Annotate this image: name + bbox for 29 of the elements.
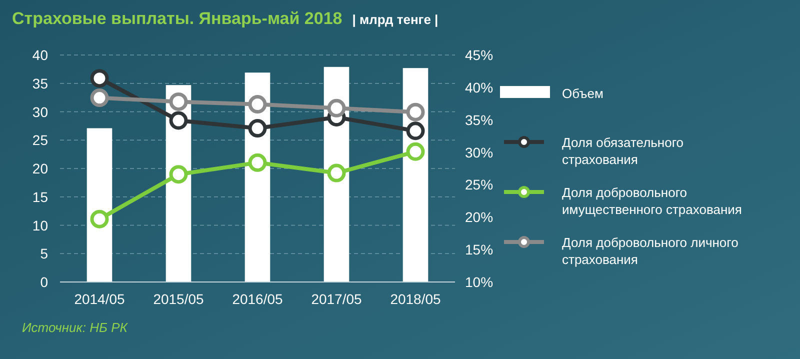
legend-label: Доля добровольного имущественного страхования xyxy=(562,185,742,217)
chart-subtitle: | млрд тенге | xyxy=(352,12,438,27)
text: Источник: НБ РК xyxy=(22,320,129,335)
y-tick-label: 15 xyxy=(32,188,48,205)
x-tick-label: 2014/05 xyxy=(74,291,126,307)
y-tick-label: 35 xyxy=(32,75,48,92)
y2-tick-label: 10% xyxy=(465,274,494,290)
y-tick-label: 40 xyxy=(32,47,48,63)
y-tick-label: 25 xyxy=(32,132,48,148)
y2-tick-label: 30% xyxy=(465,144,494,160)
x-tick-label: 2015/05 xyxy=(153,291,204,307)
y2-tick-label: 25% xyxy=(465,176,494,193)
chart-title: Страховые выплаты. Январь-май 2018 xyxy=(12,9,342,28)
x-tick-label: 2016/05 xyxy=(232,291,284,307)
y-tick-label: 0 xyxy=(40,274,48,290)
y2-tick-label: 20% xyxy=(465,209,494,226)
x-tick-label: 2017/05 xyxy=(311,291,362,307)
legend-label: Объем xyxy=(562,86,604,101)
legend-label: Доля добровольного личного страхования xyxy=(562,235,738,267)
legend-label: Доля обязательного страхования xyxy=(562,135,684,167)
y-tick-label: 20 xyxy=(32,160,48,176)
y-tick-label: 30 xyxy=(32,104,48,120)
y2-tick-label: 15% xyxy=(465,242,494,258)
y-tick-label: 10 xyxy=(32,217,48,234)
x-tick-label: 2018/05 xyxy=(390,291,442,307)
y2-tick-label: 35% xyxy=(465,112,494,128)
y-tick-label: 5 xyxy=(40,246,48,262)
y2-tick-label: 40% xyxy=(465,79,494,96)
y2-tick-label: 45% xyxy=(465,47,494,63)
